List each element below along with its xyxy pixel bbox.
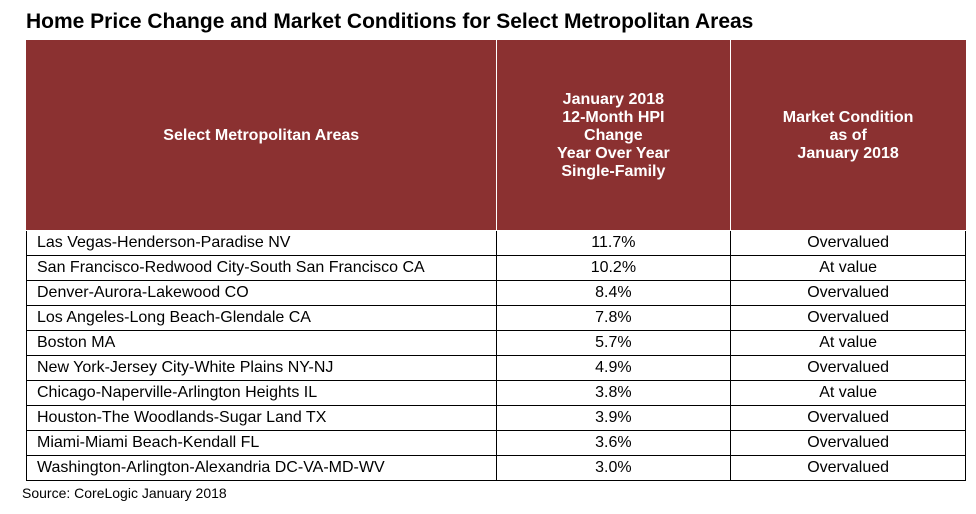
table-row: Boston MA5.7%At value [27, 331, 966, 356]
table-row: San Francisco-Redwood City-South San Fra… [27, 256, 966, 281]
table-row: Houston-The Woodlands-Sugar Land TX3.9%O… [27, 406, 966, 431]
cell-hpi: 3.9% [496, 406, 731, 431]
cell-condition: At value [731, 381, 966, 406]
cell-area: Miami-Miami Beach-Kendall FL [27, 431, 497, 456]
table-row: Chicago-Naperville-Arlington Heights IL3… [27, 381, 966, 406]
cell-condition: Overvalued [731, 406, 966, 431]
cell-hpi: 11.7% [496, 231, 731, 256]
cell-condition: At value [731, 331, 966, 356]
cell-hpi: 7.8% [496, 306, 731, 331]
cell-condition: At value [731, 256, 966, 281]
col-header-hpi: January 201812-Month HPIChangeYear Over … [496, 41, 731, 231]
table-body: Las Vegas-Henderson-Paradise NV11.7%Over… [27, 231, 966, 481]
col-header-area: Select Metropolitan Areas [27, 41, 497, 231]
cell-condition: Overvalued [731, 356, 966, 381]
cell-area: New York-Jersey City-White Plains NY-NJ [27, 356, 497, 381]
cell-area: Boston MA [27, 331, 497, 356]
cell-area: Chicago-Naperville-Arlington Heights IL [27, 381, 497, 406]
cell-area: Los Angeles-Long Beach-Glendale CA [27, 306, 497, 331]
cell-hpi: 4.9% [496, 356, 731, 381]
cell-area: Washington-Arlington-Alexandria DC-VA-MD… [27, 456, 497, 481]
table-row: New York-Jersey City-White Plains NY-NJ4… [27, 356, 966, 381]
cell-hpi: 3.8% [496, 381, 731, 406]
cell-hpi: 5.7% [496, 331, 731, 356]
cell-hpi: 8.4% [496, 281, 731, 306]
table-row: Miami-Miami Beach-Kendall FL3.6%Overvalu… [27, 431, 966, 456]
col-header-condition: Market Conditionas ofJanuary 2018 [731, 41, 966, 231]
cell-condition: Overvalued [731, 306, 966, 331]
cell-condition: Overvalued [731, 281, 966, 306]
page-title: Home Price Change and Market Conditions … [20, 10, 956, 34]
metro-hpi-table: Select Metropolitan Areas January 201812… [26, 40, 966, 481]
table-row: Los Angeles-Long Beach-Glendale CA7.8%Ov… [27, 306, 966, 331]
cell-area: San Francisco-Redwood City-South San Fra… [27, 256, 497, 281]
cell-condition: Overvalued [731, 431, 966, 456]
table-row: Las Vegas-Henderson-Paradise NV11.7%Over… [27, 231, 966, 256]
source-text: Source: CoreLogic January 2018 [20, 485, 956, 501]
cell-hpi: 3.6% [496, 431, 731, 456]
cell-hpi: 3.0% [496, 456, 731, 481]
cell-area: Houston-The Woodlands-Sugar Land TX [27, 406, 497, 431]
table-row: Denver-Aurora-Lakewood CO8.4%Overvalued [27, 281, 966, 306]
cell-area: Denver-Aurora-Lakewood CO [27, 281, 497, 306]
table-row: Washington-Arlington-Alexandria DC-VA-MD… [27, 456, 966, 481]
table-header-row: Select Metropolitan Areas January 201812… [27, 41, 966, 231]
cell-condition: Overvalued [731, 231, 966, 256]
cell-hpi: 10.2% [496, 256, 731, 281]
cell-area: Las Vegas-Henderson-Paradise NV [27, 231, 497, 256]
cell-condition: Overvalued [731, 456, 966, 481]
